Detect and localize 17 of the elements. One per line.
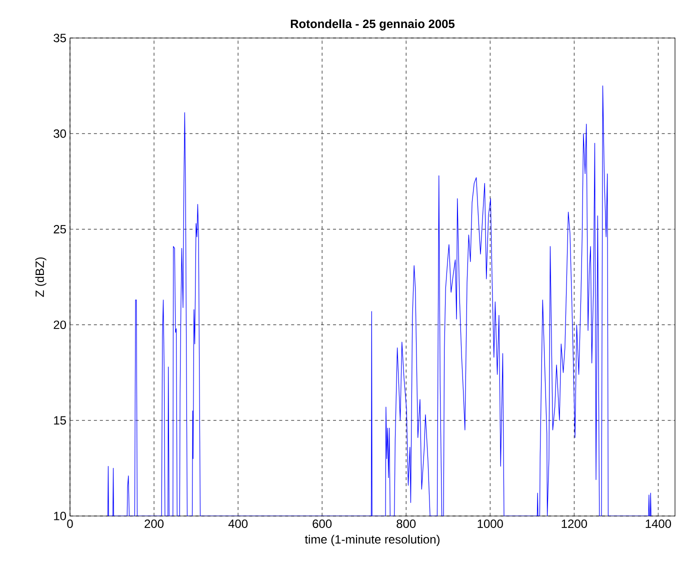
y-tick-label: 35 — [54, 34, 66, 42]
chart-title: Rotondella - 25 gennaio 2005 — [290, 19, 455, 30]
x-tick-label: 800 — [396, 520, 416, 528]
y-axis-title: Z (dBZ) — [35, 257, 46, 297]
y-tick-label: 25 — [54, 224, 66, 234]
x-axis-title: time (1-minute resolution) — [304, 534, 440, 546]
x-tick-label: 1200 — [562, 520, 588, 528]
x-tick-label: 400 — [228, 520, 248, 528]
y-tick-label: 30 — [54, 129, 66, 138]
x-tick-label: 600 — [312, 520, 332, 528]
y-tick-label: 20 — [54, 320, 66, 330]
y-tick-label: 10 — [54, 512, 66, 520]
x-tick-label: 1400 — [646, 520, 672, 528]
x-tick-label: 0 — [67, 520, 73, 528]
x-tick-label: 1000 — [478, 520, 503, 528]
y-tick-label: 15 — [54, 416, 66, 425]
x-tick-label: 200 — [144, 520, 164, 528]
